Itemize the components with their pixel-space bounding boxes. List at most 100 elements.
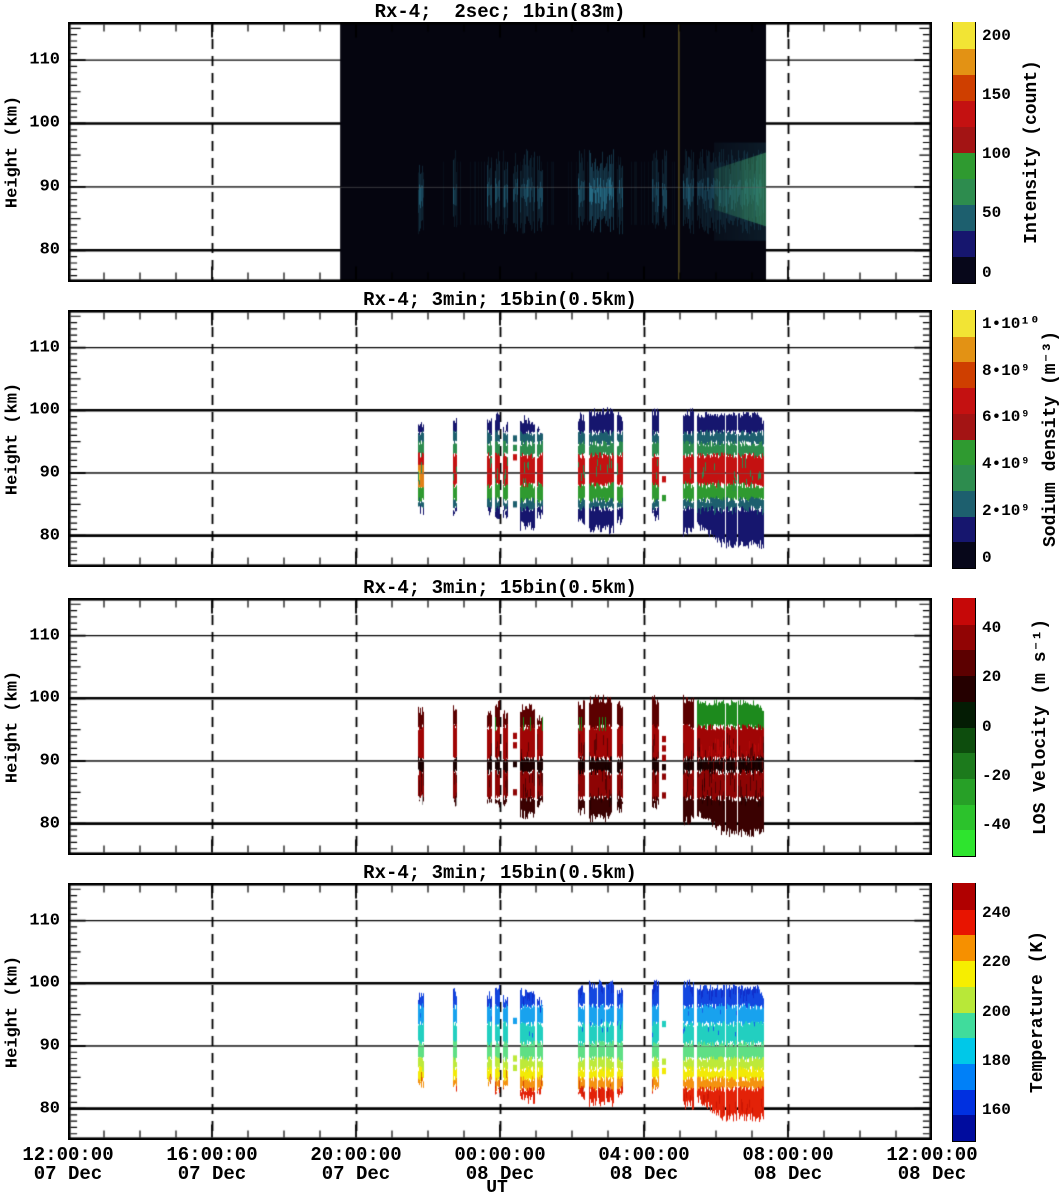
colorbar-segment — [953, 47, 975, 75]
colorbar-segment — [953, 361, 975, 389]
colorbar-segment — [953, 387, 975, 414]
colorbar-segment — [953, 726, 975, 754]
colorbar-tick-label: 0 — [982, 717, 992, 736]
los-velocity-colorbar — [952, 597, 976, 857]
colorbar-tick-label: 220 — [982, 953, 1011, 972]
colorbar-segment — [953, 412, 975, 440]
colorbar-segment — [953, 960, 975, 987]
panel-3-title: Rx-4; 3min; 15bin(0.5km) — [363, 577, 637, 599]
colorbar-tick-label: 1•10¹⁰ — [982, 315, 1040, 334]
y-tick-label-100: 100 — [29, 113, 60, 133]
x-tick-time: 20:00:00 — [310, 1144, 402, 1166]
x-tick-time: 00:00:00 — [454, 1144, 546, 1166]
colorbar-tick-label: 200 — [982, 27, 1011, 46]
colorbar-tick-label: 180 — [982, 1051, 1011, 1070]
x-tick-label: 20:00:00 07 Dec — [310, 1146, 401, 1184]
x-axis-label: UT — [486, 1178, 508, 1198]
colorbar-segment — [953, 803, 975, 831]
colorbar-tick-label: -40 — [982, 816, 1011, 835]
panel-1-title: Rx-4; 2sec; 1bin(83m) — [374, 1, 626, 23]
colorbar-segment — [953, 908, 975, 936]
intensity-colorbar — [952, 21, 976, 284]
x-tick-label: 04:00:00 08 Dec — [598, 1146, 689, 1184]
x-tick-date: 08 Dec — [609, 1163, 679, 1185]
colorbar-tick-label: 40 — [982, 618, 1002, 637]
y-tick-label-90: 90 — [39, 751, 60, 771]
x-tick-date: 08 Dec — [897, 1163, 967, 1185]
x-tick-time: 12:00:00 — [886, 1144, 978, 1166]
colorbar-tick-label: 50 — [982, 204, 1002, 223]
colorbar-tick-label: 2•10⁹ — [982, 501, 1031, 520]
temperature-colorbar-label: Temperature (K) — [1028, 930, 1048, 1093]
colorbar-segment — [953, 1114, 975, 1141]
y-tick-label-90: 90 — [39, 1036, 60, 1056]
colorbar-segment — [953, 934, 975, 962]
colorbar-tick-label: 4•10⁹ — [982, 455, 1031, 474]
colorbar-segment — [953, 309, 975, 337]
colorbar-segment — [953, 882, 975, 910]
x-tick-label: 00:00:00 08 Dec — [454, 1146, 545, 1184]
colorbar-segment — [953, 489, 975, 517]
colorbar-tick-label: 100 — [982, 145, 1011, 164]
y-tick-label-80: 80 — [39, 240, 60, 260]
x-tick-time: 08:00:00 — [742, 1144, 834, 1166]
panel-4-title: Rx-4; 3min; 15bin(0.5km) — [363, 862, 637, 884]
colorbar-segment — [953, 777, 975, 805]
colorbar-tick-label: 8•10⁹ — [982, 361, 1031, 380]
los-velocity-colorbar-label: LOS Velocity (m s⁻¹) — [1031, 618, 1051, 835]
panel-2-title: Rx-4; 3min; 15bin(0.5km) — [363, 289, 637, 311]
sodium-density-colorbar — [952, 309, 976, 569]
x-tick-label: 16:00:00 07 Dec — [166, 1146, 257, 1184]
colorbar-segment — [953, 623, 975, 651]
colorbar-tick-label: 150 — [982, 86, 1011, 105]
x-tick-label: 12:00:00 07 Dec — [22, 1146, 113, 1184]
colorbar-segment — [953, 649, 975, 677]
colorbar-segment — [953, 151, 975, 179]
x-tick-date: 07 Dec — [321, 1163, 391, 1185]
x-tick-time: 04:00:00 — [598, 1144, 690, 1166]
y-tick-label-80: 80 — [39, 526, 60, 546]
colorbar-segment — [953, 700, 975, 728]
colorbar-tick-label: -20 — [982, 766, 1011, 785]
colorbar-segment — [953, 1088, 975, 1116]
colorbar-segment — [953, 73, 975, 101]
colorbar-segment — [953, 675, 975, 702]
y-tick-label-100: 100 — [29, 688, 60, 708]
colorbar-segment — [953, 99, 975, 127]
x-tick-date: 07 Dec — [33, 1163, 103, 1185]
colorbar-segment — [953, 203, 975, 231]
sodium-density-heatmap-canvas — [68, 310, 932, 567]
y-tick-label-110: 110 — [29, 626, 60, 646]
temperature-colorbar — [952, 882, 976, 1142]
colorbar-segment — [953, 177, 975, 205]
colorbar-tick-label: 0 — [982, 263, 992, 282]
colorbar-segment — [953, 1011, 975, 1039]
x-tick-time: 16:00:00 — [166, 1144, 258, 1166]
sodium-density-colorbar-label: Sodium density (m⁻³) — [1041, 330, 1061, 547]
x-tick-time: 12:00:00 — [22, 1144, 114, 1166]
colorbar-tick-label: 0 — [982, 548, 992, 567]
los-velocity-heatmap-canvas — [68, 598, 932, 855]
intensity-heatmap-canvas — [68, 22, 932, 282]
colorbar-segment — [953, 1037, 975, 1064]
colorbar-tick-label: 20 — [982, 668, 1002, 687]
x-tick-date: 07 Dec — [177, 1163, 247, 1185]
y-tick-label-110: 110 — [29, 338, 60, 358]
colorbar-tick-label: 200 — [982, 1002, 1011, 1021]
colorbar-tick-label: 240 — [982, 903, 1011, 922]
y-tick-label-100: 100 — [29, 400, 60, 420]
x-tick-date: 08 Dec — [753, 1163, 823, 1185]
y-tick-label-90: 90 — [39, 177, 60, 197]
colorbar-segment — [953, 335, 975, 363]
x-tick-label: 08:00:00 08 Dec — [742, 1146, 833, 1184]
colorbar-tick-label: 160 — [982, 1101, 1011, 1120]
colorbar-segment — [953, 541, 975, 568]
y-tick-label-110: 110 — [29, 50, 60, 70]
colorbar-segment — [953, 464, 975, 491]
y-tick-label-100: 100 — [29, 973, 60, 993]
colorbar-segment — [953, 752, 975, 779]
y-tick-label-80: 80 — [39, 1099, 60, 1119]
colorbar-segment — [953, 515, 975, 543]
y-tick-label-80: 80 — [39, 814, 60, 834]
